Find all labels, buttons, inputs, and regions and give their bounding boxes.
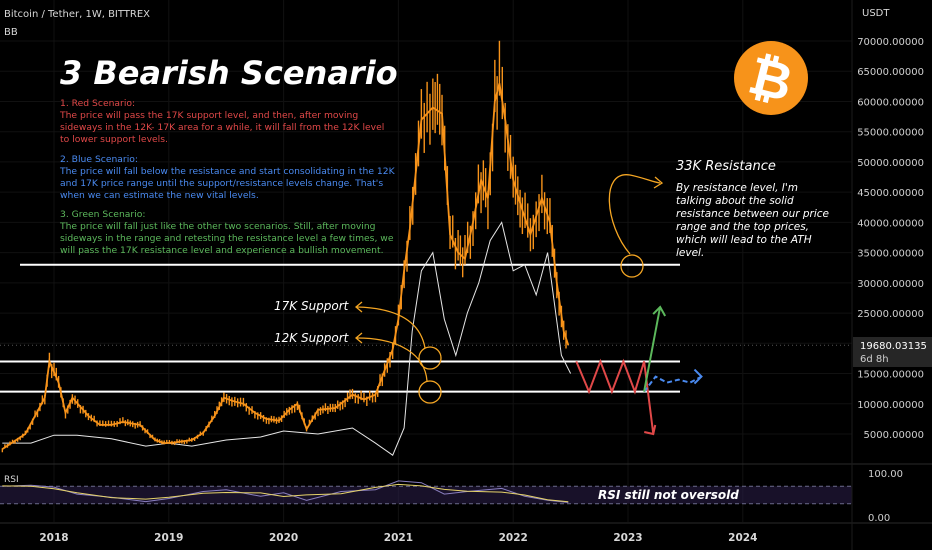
resistance-line-2: talking about the solid [676, 195, 794, 207]
price-tag-value: 19680.03135 [860, 341, 927, 352]
rsi-pane: 0.00 100.00 [0, 469, 903, 524]
y-tick-label: 10000.00000 [857, 400, 924, 411]
y-tick-label: 65000.00000 [857, 67, 924, 78]
y-tick-label: 45000.00000 [857, 188, 924, 199]
rsi-tick-label: 100.00 [868, 469, 903, 480]
indicator-label: BB [4, 27, 18, 38]
resistance-arrow [608, 174, 661, 255]
resistance-title: 33K Resistance [676, 159, 776, 174]
blue-arrowhead [693, 368, 703, 385]
green-line-2: sideways in the range and retesting the … [60, 233, 394, 244]
red-line-3: to lower support levels. [60, 134, 168, 145]
series-layer [1, 40, 572, 456]
y-tick-label: 55000.00000 [857, 128, 924, 139]
x-tick-label: 2023 [613, 532, 642, 544]
y-tick-label: 25000.00000 [857, 309, 924, 320]
grid [0, 0, 852, 522]
x-tick-label: 2022 [499, 532, 528, 544]
x-tick-label: 2024 [728, 532, 757, 544]
y-tick-label: 15000.00000 [857, 370, 924, 381]
y-tick-label: 35000.00000 [857, 249, 924, 260]
y-tick-label: 70000.00000 [857, 37, 924, 48]
red-line-2: sideways in the 12K- 17K area for a whil… [60, 122, 384, 133]
support-12k-circle [418, 380, 442, 404]
y-tick-label: 40000.00000 [857, 218, 924, 229]
blue-heading: 2. Blue Scenario: [60, 154, 138, 165]
blue-scenario-path [643, 375, 702, 393]
green-arrowhead [652, 305, 667, 317]
rsi-signal-line [2, 483, 569, 503]
green-line-1: The price will fall just like the other … [59, 221, 376, 232]
blue-line-2: and 17K price range until the support/re… [60, 178, 383, 189]
red-heading: 1. Red Scenario: [60, 98, 135, 109]
price-tag-countdown: 6d 8h [860, 354, 889, 365]
x-tick-label: 2018 [39, 532, 68, 544]
support-12k-arrowhead [354, 332, 363, 344]
scenario-arrows [575, 305, 703, 436]
support-17k-circle [418, 346, 442, 370]
green-heading: 3. Green Scenario: [60, 209, 145, 220]
resistance-line-3: resistance between our price [676, 208, 829, 220]
currency-label: USDT [862, 8, 890, 19]
x-tick-label: 2020 [269, 532, 298, 544]
resistance-arrowhead [653, 176, 664, 189]
x-tick-label: 2019 [154, 532, 183, 544]
red-arrowhead [644, 424, 657, 436]
red-scenario-path [575, 358, 655, 435]
support-17k-arrow [356, 306, 426, 349]
y-tick-label: 60000.00000 [857, 97, 924, 108]
resistance-line-5: which will lead to the ATH [676, 234, 812, 246]
rsi-tick-label: 0.00 [868, 513, 890, 524]
scenario-text-block: 1. Red Scenario: The price will pass the… [59, 98, 396, 256]
resistance-line-4: range and the top prices, [676, 221, 809, 233]
green-line-3: will pass the 17K resistance level and e… [60, 245, 384, 256]
level-lines [0, 263, 852, 393]
symbol-title: Bitcoin / Tether, 1W, BITTREX [4, 9, 150, 20]
annotation-marks [354, 174, 664, 404]
rsi-label: RSI [4, 475, 19, 485]
y-tick-label: 50000.00000 [857, 158, 924, 169]
support-12k-label: 12K Support [274, 331, 350, 345]
blue-line-1: The price will fall below the resistance… [59, 166, 396, 177]
bollinger-band-line [2, 221, 572, 456]
y-tick-label: 30000.00000 [857, 279, 924, 290]
red-line-1: The price will pass the 17K support leve… [59, 110, 358, 121]
resistance-circle [620, 254, 644, 278]
blue-line-3: when we can estimate the new vital level… [60, 190, 259, 201]
support-12k-arrow [356, 337, 428, 382]
page-title: 3 Bearish Scenario [60, 54, 398, 92]
x-tick-label: 2021 [384, 532, 413, 544]
support-17k-label: 17K Support [274, 299, 350, 313]
resistance-line-6: level. [676, 247, 704, 259]
support-17k-arrowhead [354, 301, 363, 313]
green-scenario-path [643, 306, 662, 392]
y-tick-label: 5000.00000 [864, 430, 924, 441]
bitcoin-logo-icon: ₿ [734, 41, 808, 115]
rsi-note: RSI still not oversold [598, 488, 739, 502]
price-tag: 19680.03135 6d 8h [853, 337, 932, 367]
resistance-line-1: By resistance level, I'm [676, 182, 798, 194]
x-axis: 2018 2019 2020 2021 2022 2023 2024 [39, 532, 757, 544]
resistance-note: By resistance level, I'm talking about t… [676, 182, 829, 259]
